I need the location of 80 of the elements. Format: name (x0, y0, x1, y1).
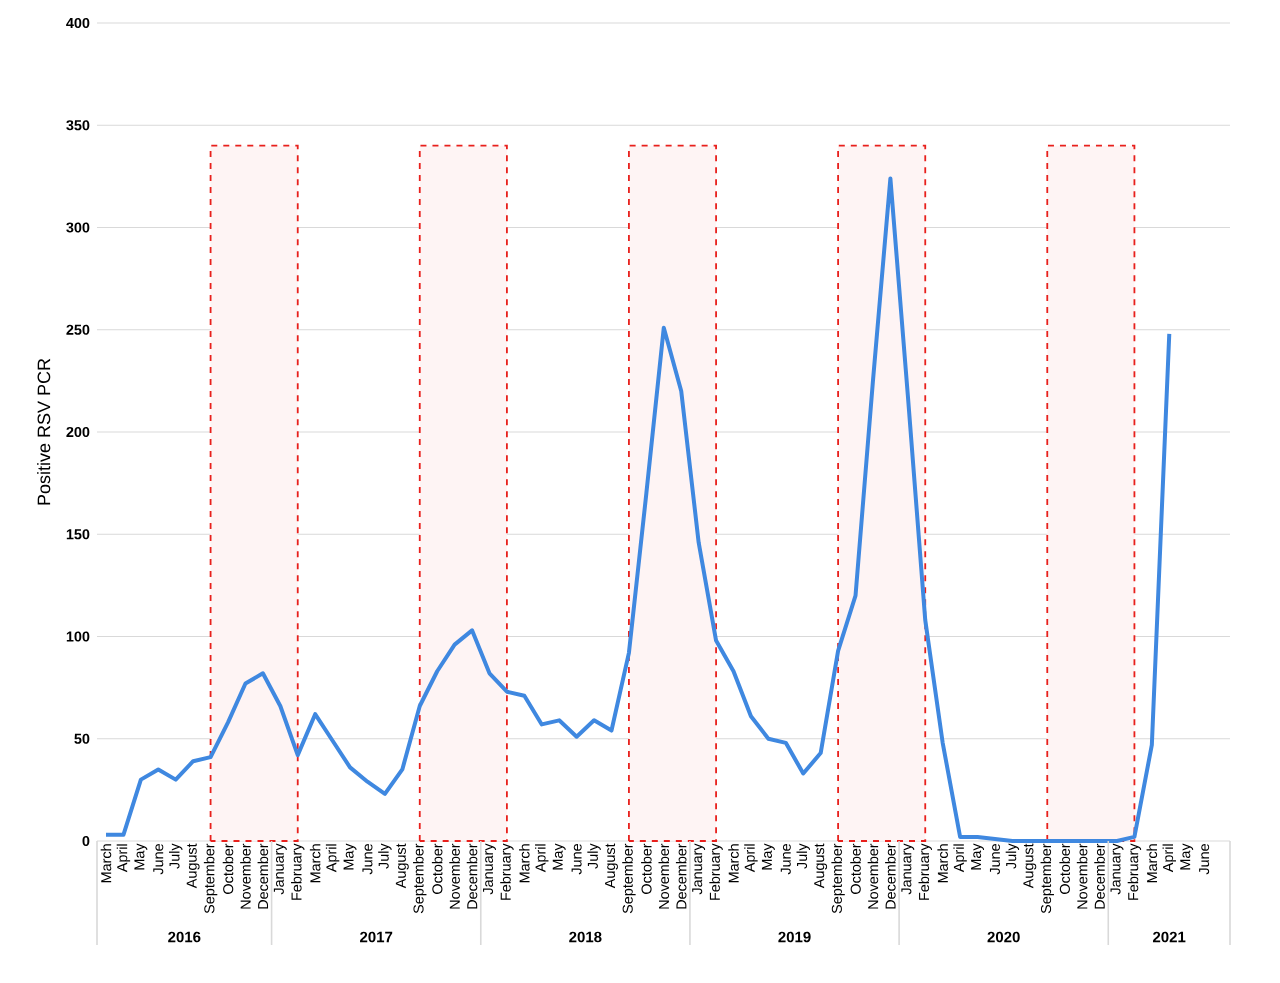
x-tick-label: September (413, 843, 427, 914)
x-tick-label: March (937, 844, 948, 883)
x-tick-label: May (761, 843, 775, 870)
x-tick-label: July (378, 843, 392, 869)
y-tick-label: 400 (66, 17, 90, 29)
text: 2017 (360, 931, 393, 943)
x-tick-label: February (918, 843, 932, 900)
x-tick-label: January (483, 843, 496, 895)
text: 2021 (1152, 931, 1186, 943)
x-tick-label: April (1162, 844, 1176, 873)
x-tick-label: March (1146, 844, 1158, 883)
text: 2020 (987, 931, 1020, 943)
y-tick-label: 250 (66, 324, 90, 335)
y-tick-label: 350 (66, 120, 90, 131)
x-tick-label: June (989, 844, 1000, 875)
x-tick-label: August (814, 843, 828, 889)
x-tick-label: March (728, 844, 739, 883)
x-tick-label: February (709, 843, 723, 900)
x-tick-label: December (257, 843, 269, 909)
x-tick-label: September (831, 843, 845, 914)
x-tick-label: January (901, 843, 915, 895)
x-tick-label: February (500, 843, 514, 900)
x-tick-label: June (780, 844, 791, 875)
y-tick-label: 50 (74, 733, 90, 744)
x-tick-label: April (953, 844, 967, 873)
x-tick-label: November (449, 843, 460, 909)
x-tick-label: January (273, 843, 287, 895)
x-tick-label: August (1023, 843, 1037, 889)
text: 2018 (569, 931, 602, 943)
x-tick-label: July (796, 843, 810, 869)
x-tick-label: March (100, 844, 112, 883)
x-tick-label: July (169, 843, 183, 869)
x-tick-label: April (535, 844, 549, 873)
y-tick-label: 150 (66, 529, 90, 540)
x-tick-label: April (116, 844, 131, 873)
x-tick-label: January (692, 843, 706, 895)
x-tick-label: October (431, 843, 443, 894)
x-tick-label: October (1059, 843, 1070, 894)
x-tick-label: June (571, 844, 582, 875)
x-tick-label: February (291, 843, 305, 900)
x-tick-label: October (222, 843, 234, 894)
x-tick-label: December (1094, 843, 1105, 909)
x-tick-label: October (850, 843, 861, 894)
y-tick-label: 200 (66, 426, 90, 438)
y-axis-title: Positive RSV PCR (37, 358, 51, 505)
x-tick-label: February (1127, 843, 1142, 900)
x-tick-label: December (675, 843, 687, 909)
x-tick-label: April (325, 844, 340, 873)
x-tick-label: August (186, 843, 200, 889)
x-tick-label: July (587, 843, 601, 869)
x-tick-label: January (1110, 843, 1124, 895)
x-tick-label: June (362, 844, 373, 875)
x-tick-label: May (343, 843, 357, 870)
x-tick-label: May (971, 843, 984, 870)
x-tick-label: June (1199, 844, 1210, 875)
y-tick-label: 0 (82, 835, 90, 847)
x-tick-label: May (134, 843, 148, 870)
x-tick-label: September (1040, 843, 1054, 914)
x-tick-label: March (309, 844, 321, 883)
x-tick-label: May (552, 843, 566, 870)
x-tick-label: September (203, 843, 218, 914)
text: 2016 (168, 931, 201, 943)
x-tick-label: November (1076, 843, 1088, 909)
x-tick-label: September (622, 843, 636, 914)
x-tick-label: March (519, 844, 530, 883)
x-tick-label: November (867, 843, 879, 909)
x-tick-label: October (641, 843, 652, 894)
x-tick-label: May (1180, 843, 1194, 870)
x-tick-label: November (658, 843, 670, 909)
x-tick-label: December (885, 843, 896, 909)
x-tick-label: April (744, 844, 758, 873)
x-tick-label: August (395, 843, 409, 889)
x-tick-label: December (466, 843, 478, 909)
x-tick-label: July (1005, 843, 1020, 869)
x-tick-label: November (240, 843, 251, 909)
x-tick-label: June (153, 844, 164, 875)
y-tick-label: 100 (66, 631, 90, 642)
y-tick-label: 300 (66, 222, 90, 233)
x-tick-label: August (605, 843, 618, 889)
text: 2019 (778, 931, 811, 943)
